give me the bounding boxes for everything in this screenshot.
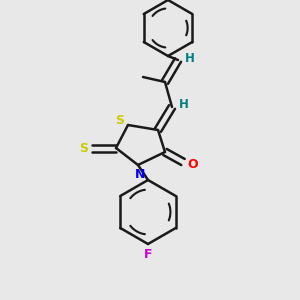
Text: S: S [116,113,124,127]
Text: H: H [185,52,195,64]
Text: H: H [179,98,189,112]
Text: F: F [144,248,152,260]
Text: O: O [188,158,198,170]
Text: S: S [80,142,88,154]
Text: N: N [135,169,145,182]
